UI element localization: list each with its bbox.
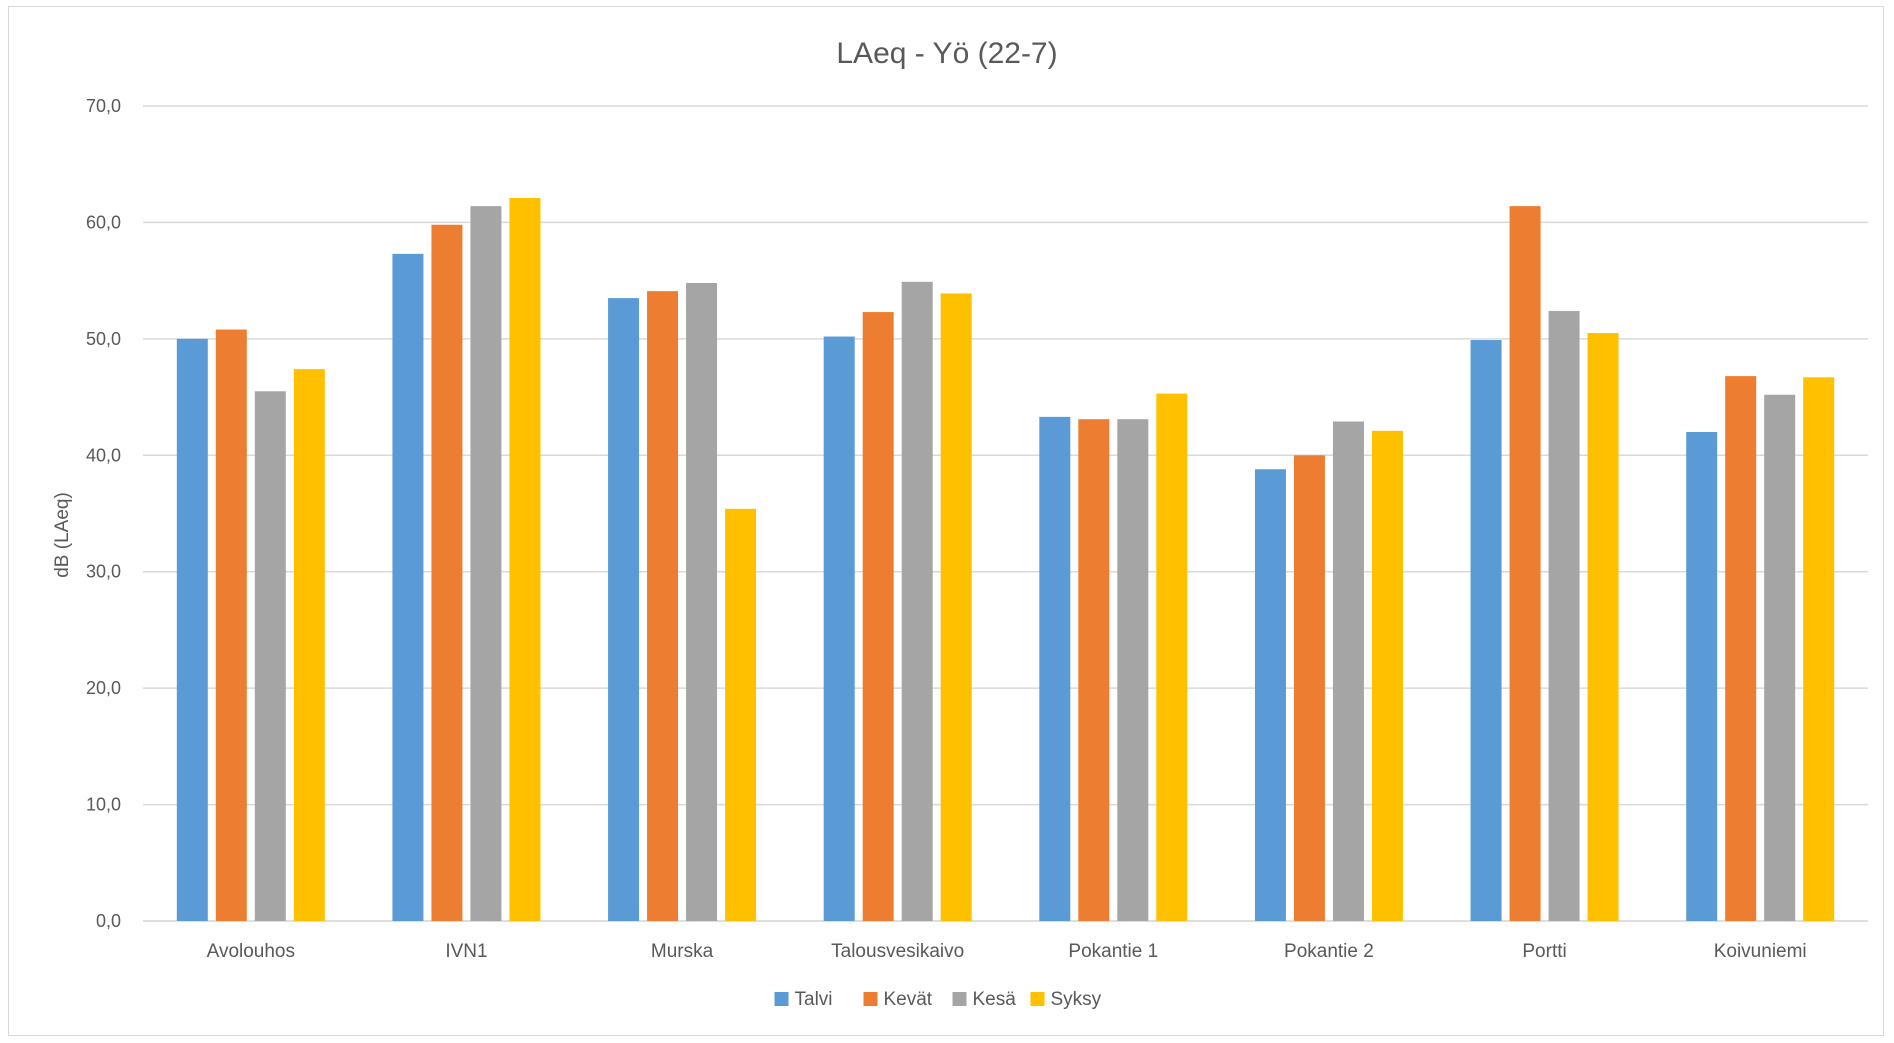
legend-label: Syksy	[1051, 989, 1102, 1010]
bar	[431, 224, 463, 921]
bar	[1117, 419, 1149, 921]
y-axis-label: dB (LAeq)	[52, 492, 73, 578]
legend-label: Talvi	[795, 989, 833, 1010]
bar	[1254, 469, 1286, 921]
y-tick-label: 30,0	[86, 562, 121, 582]
legend-swatch	[952, 992, 967, 1006]
bar	[725, 508, 757, 921]
bar	[1039, 416, 1071, 921]
bar	[215, 329, 247, 921]
y-tick-label: 60,0	[86, 212, 121, 232]
legend-label: Kesä	[973, 989, 1017, 1010]
category-label: Koivuniemi	[1714, 941, 1807, 962]
category-label: Avolouhos	[207, 941, 295, 962]
bar	[1293, 455, 1325, 921]
bar	[901, 281, 933, 921]
bar	[1548, 310, 1580, 921]
bars	[176, 197, 1835, 922]
legend-swatch	[863, 992, 878, 1006]
bar	[1332, 421, 1364, 921]
y-tick-labels: 0,0 10,0 20,0 30,0 40,0 50,0 60,0 70,0	[86, 96, 121, 931]
bar	[647, 291, 679, 921]
legend-swatch	[1030, 992, 1045, 1006]
category-label: Murska	[651, 941, 714, 962]
bar	[1803, 377, 1835, 921]
category-labels: Avolouhos IVN1 Murska Talousvesikaivo Pokant…	[207, 941, 1807, 962]
legend-label: Kevät	[884, 989, 933, 1010]
category-label: Portti	[1522, 941, 1566, 962]
bar	[1078, 419, 1110, 921]
category-label: IVN1	[445, 941, 487, 962]
y-tick-label: 50,0	[86, 329, 121, 349]
bar	[862, 312, 894, 921]
bar	[1686, 432, 1718, 921]
y-tick-label: 70,0	[86, 96, 121, 116]
bar	[176, 338, 208, 921]
legend: Talvi Kevät Kesä Syksy	[774, 989, 1102, 1010]
category-label: Talousvesikaivo	[831, 941, 964, 962]
bar	[686, 282, 718, 921]
y-tick-label: 0,0	[96, 911, 121, 931]
bar	[823, 336, 855, 921]
bar	[1725, 376, 1757, 922]
bar	[293, 369, 325, 922]
gridlines	[143, 105, 1868, 922]
bar	[254, 391, 286, 921]
y-tick-label: 40,0	[86, 445, 121, 465]
bar	[1509, 206, 1541, 922]
category-label: Pokantie 2	[1284, 941, 1374, 962]
bar	[1764, 394, 1796, 921]
bar	[1470, 340, 1502, 921]
bar	[1371, 430, 1403, 921]
bar	[608, 298, 640, 921]
bar	[509, 197, 541, 921]
chart-title: LAeq - Yö (22-7)	[836, 37, 1057, 70]
legend-swatch	[774, 992, 789, 1006]
bar	[392, 253, 424, 922]
bar	[1587, 333, 1619, 921]
y-tick-label: 20,0	[86, 678, 121, 698]
category-label: Pokantie 1	[1068, 941, 1158, 962]
y-tick-label: 10,0	[86, 795, 121, 815]
bar	[470, 206, 502, 922]
bar	[940, 293, 972, 921]
bar	[1156, 393, 1188, 921]
